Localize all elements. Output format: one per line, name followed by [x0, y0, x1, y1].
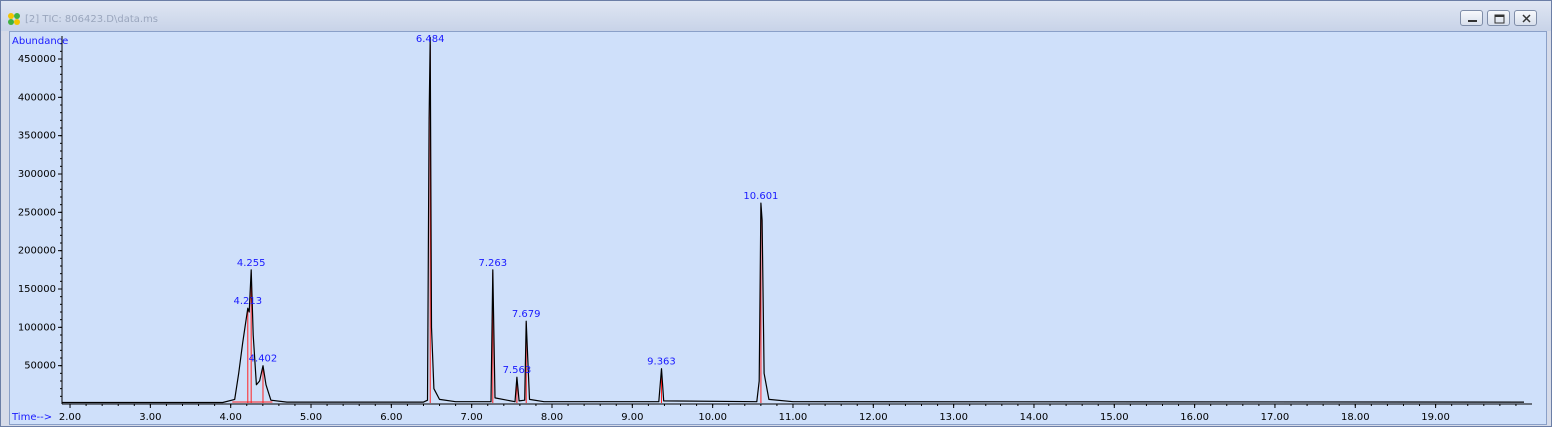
x-tick-label: 11.00	[779, 412, 808, 423]
chromatogram-chart: 50000 100000 150000 200000 250000 300000 35000…	[11, 34, 1532, 423]
y-tick-label: 400000	[18, 92, 56, 103]
y-tick-label: 100000	[18, 322, 56, 333]
title-bar[interactable]: [2] TIC: 806423.D\data.ms	[1, 1, 1551, 31]
close-icon	[1522, 14, 1531, 23]
peak-label: 9.363	[647, 357, 676, 368]
x-tick-label: 16.00	[1180, 412, 1209, 423]
x-tick-label: 12.00	[859, 412, 888, 423]
x-tick-label: 19.00	[1421, 412, 1450, 423]
peak-label: 7.679	[512, 309, 541, 320]
x-tick-label: 13.00	[939, 412, 968, 423]
peak-label: 4.213	[233, 296, 262, 307]
y-tick-label: 300000	[18, 169, 56, 180]
x-tick-label: 9.00	[621, 412, 643, 423]
x-tick-label: 18.00	[1341, 412, 1370, 423]
y-tick-label: 200000	[18, 246, 56, 257]
x-tick-label: 15.00	[1100, 412, 1129, 423]
chemstation-app-icon	[8, 13, 20, 25]
tic-trace-line	[62, 36, 1525, 404]
x-tick-label: 3.00	[139, 412, 161, 423]
restore-icon	[1494, 14, 1505, 24]
y-tick-label: 150000	[18, 284, 56, 295]
peak-label: 7.263	[478, 258, 507, 269]
x-tick-label: 17.00	[1261, 412, 1290, 423]
y-tick-label: 450000	[18, 54, 56, 65]
close-button[interactable]	[1514, 10, 1537, 26]
minimize-button[interactable]	[1460, 10, 1483, 26]
peak-label: 6.484	[416, 34, 445, 45]
plot-area[interactable]: 50000 100000 150000 200000 250000 300000 35000…	[9, 31, 1547, 425]
peak-label: 4.402	[249, 354, 278, 365]
x-tick-label: 14.00	[1020, 412, 1049, 423]
peak-label: 4.255	[237, 258, 266, 269]
peak-label: 10.601	[743, 191, 778, 202]
x-tick-label: 10.00	[698, 412, 727, 423]
x-tick-label: 4.00	[220, 412, 242, 423]
x-tick-label: 6.00	[380, 412, 402, 423]
x-tick-label: 2.00	[59, 412, 81, 423]
y-tick-label: 350000	[18, 131, 56, 142]
x-tick-label: 5.00	[300, 412, 322, 423]
x-tick-label: 7.00	[461, 412, 483, 423]
window-title: [2] TIC: 806423.D\data.ms	[25, 14, 159, 25]
x-tick-label: 8.00	[541, 412, 563, 423]
peak-label: 7.563	[503, 365, 532, 376]
y-axis-title: Abundance	[12, 36, 68, 47]
minimize-icon	[1468, 20, 1477, 22]
x-axis-title: Time-->	[11, 412, 52, 423]
y-tick-label: 250000	[18, 207, 56, 218]
y-tick-label: 50000	[24, 361, 56, 372]
restore-button[interactable]	[1487, 10, 1510, 26]
